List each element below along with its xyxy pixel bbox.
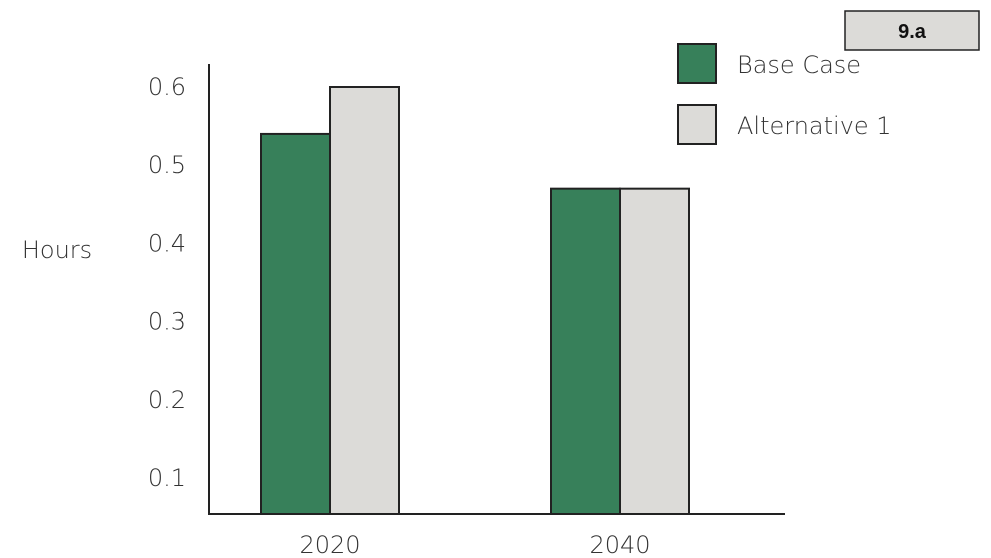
y-tick-label-0.1: 0.1 [148,464,186,492]
figure-badge: 9.a [844,10,980,51]
legend-swatch-base-case [677,43,717,84]
y-tick-label-0.6: 0.6 [148,73,186,101]
legend-label-base-case: Base Case [737,51,861,79]
y-axis-title: Hours [22,236,92,264]
bar-2040-base-case [550,187,621,516]
x-tick-label-2020: 2020 [299,531,360,558]
bar-2020-alternative-1 [329,86,400,515]
bars [260,86,690,516]
legend-swatch-alternative-1 [677,104,717,145]
legend-label-alternative-1: Alternative 1 [737,112,892,140]
y-tick-labels: 0.1 0.2 0.3 0.4 0.5 0.6 [148,73,186,492]
figure-badge-box [844,10,980,51]
y-tick-label-0.5: 0.5 [148,151,186,179]
x-tick-label-2040: 2040 [589,531,650,558]
bar-2040-alternative-1 [619,187,690,516]
x-tick-labels: 2020 2040 [299,531,650,558]
figure-badge-label: 9.a [898,21,927,43]
legend: Base Case Alternative 1 [677,43,892,145]
y-tick-label-0.4: 0.4 [148,229,186,257]
bar-2020-base-case [260,132,331,516]
y-tick-label-0.2: 0.2 [148,386,186,414]
y-tick-label-0.3: 0.3 [148,308,186,336]
